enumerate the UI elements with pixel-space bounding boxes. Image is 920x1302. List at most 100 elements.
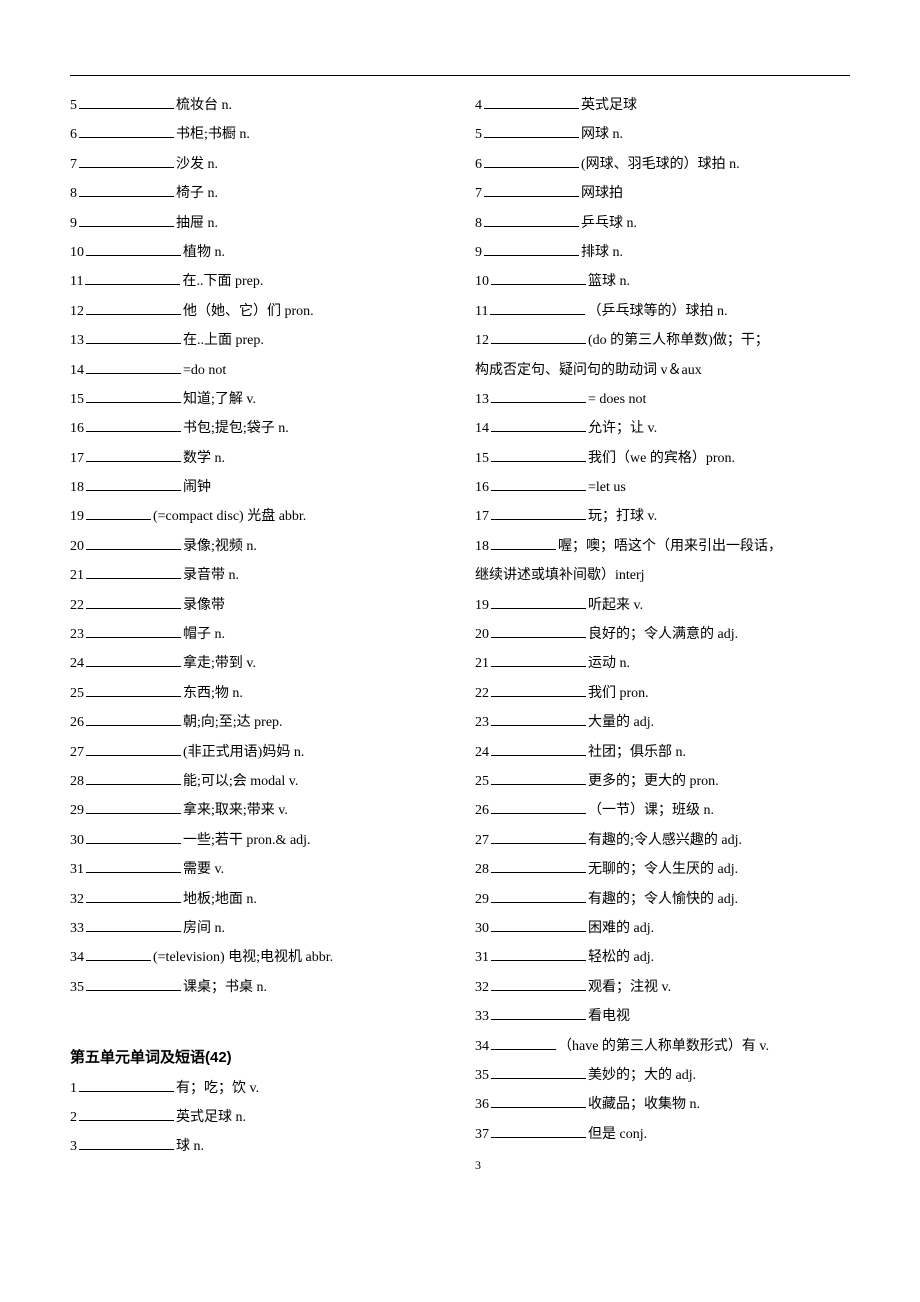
fill-blank [491,771,586,785]
entry-definition: 无聊的；令人生厌的 adj. [588,862,738,877]
entry-definition: 球 n. [176,1139,204,1154]
fill-blank [86,918,181,932]
entry-definition: 有趣的；令人愉快的 adj. [588,892,738,907]
entry-definition: 录音带 n. [183,568,239,583]
entry-number: 13 [475,385,489,414]
vocab-entry: 13= does not [475,385,850,414]
vocab-entry: 23大量的 adj. [475,708,850,737]
entry-definition: 书柜;书橱 n. [176,127,250,142]
entry-number: 34 [475,1032,489,1061]
vocab-entry: 18闹钟 [70,473,445,502]
entry-number: 15 [70,385,84,414]
vocab-entry: 27 (非正式用语)妈妈 n. [70,738,445,767]
entry-definition: (非正式用语)妈妈 n. [183,745,304,760]
vocab-entry: 32观看；注视 v. [475,973,850,1002]
vocab-entry: 10篮球 n. [475,267,850,296]
fill-blank [86,830,181,844]
vocab-entry: 14允许；让 v. [475,414,850,443]
fill-blank [491,712,586,726]
entry-definition: =do not [183,363,226,378]
vocab-entry: 7沙发 n. [70,150,445,179]
entry-number: 23 [475,708,489,737]
vocab-entry: 14=do not [70,356,445,385]
two-column-layout: 5梳妆台 n.6书柜;书橱 n.7沙发 n.8椅子 n.9抽屉 n.10植物 n… [70,91,850,1178]
entry-number: 25 [475,767,489,796]
entry-definition: 听起来 v. [588,598,643,613]
fill-blank [86,536,181,550]
entry-definition: 梳妆台 n. [176,98,232,113]
entry-number: 7 [70,150,77,179]
fill-blank [491,859,586,873]
entry-definition: (=compact disc) 光盘 abbr. [153,509,306,524]
entry-number: 19 [475,591,489,620]
entry-number: 29 [475,885,489,914]
entry-number: 7 [475,179,482,208]
vocab-entry: 21录音带 n. [70,561,445,590]
vocab-entry: 1有；吃；饮 v. [70,1074,445,1103]
entry-definition: 闹钟 [183,480,211,495]
fill-blank [491,1124,586,1138]
fill-blank [491,448,586,462]
entry-number: 28 [70,767,84,796]
entry-definition: （have 的第三人称单数形式）有 v. [558,1039,769,1054]
entry-number: 27 [70,738,84,767]
fill-blank [86,301,181,315]
vocab-entry: 11（乒乓球等的）球拍 n. [475,297,850,326]
vocab-entry: 34(=television) 电视;电视机 abbr. [70,943,445,972]
entry-definition: （一节）课；班级 n. [588,803,714,818]
vocab-entry: 6(网球、羽毛球的）球拍 n. [475,150,850,179]
entry-number: 8 [475,209,482,238]
fill-blank [86,859,181,873]
vocab-entry: 19(=compact disc) 光盘 abbr. [70,502,445,531]
fill-blank [491,977,586,991]
entry-definition: 数学 n. [183,451,225,466]
entry-number: 12 [475,326,489,355]
fill-blank [484,95,579,109]
vocab-entry: 17玩；打球 v. [475,502,850,531]
entry-definition: 帽子 n. [183,627,225,642]
fill-blank [85,271,180,285]
entry-number: 20 [70,532,84,561]
vocab-entry: 18喔；噢；唔这个（用来引出一段话， [475,532,850,561]
fill-blank [491,595,586,609]
entry-definition: 英式足球 n. [176,1110,246,1125]
fill-blank [79,95,174,109]
fill-blank [86,712,181,726]
entry-number: 9 [475,238,482,267]
entry-definition: 房间 n. [183,921,225,936]
entry-definition: 乒乓球 n. [581,216,637,231]
fill-blank [86,653,181,667]
entry-number: 5 [475,120,482,149]
left-entries: 5梳妆台 n.6书柜;书橱 n.7沙发 n.8椅子 n.9抽屉 n.10植物 n… [70,91,445,1002]
entry-number: 16 [70,414,84,443]
entry-definition: 网球 n. [581,127,623,142]
vocab-entry: 37但是 conj. [475,1120,850,1149]
fill-blank [491,330,586,344]
top-rule [70,75,850,76]
vocab-entry: 30困难的 adj. [475,914,850,943]
entry-number: 22 [70,591,84,620]
fill-blank [484,154,579,168]
entry-definition: 更多的；更大的 pron. [588,774,719,789]
vocab-entry: 8 乒乓球 n. [475,209,850,238]
vocab-entry: 26朝;向;至;达 prep. [70,708,445,737]
vocab-entry: 27有趣的;令人感兴趣的 adj. [475,826,850,855]
vocab-entry: 34 （have 的第三人称单数形式）有 v. [475,1032,850,1061]
fill-blank [491,800,586,814]
fill-blank [491,889,586,903]
fill-blank [86,330,181,344]
fill-blank [491,653,586,667]
vocab-entry: 15知道;了解 v. [70,385,445,414]
vocab-entry: 12他（她、它）们 pron. [70,297,445,326]
entry-definition: 朝;向;至;达 prep. [183,715,283,730]
fill-blank [86,742,181,756]
entry-number: 32 [475,973,489,1002]
entry-number: 15 [475,444,489,473]
entry-definition: 在..下面 prep. [182,274,263,289]
entry-number: 34 [70,943,84,972]
fill-blank [86,595,181,609]
entry-definition: 良好的；令人满意的 adj. [588,627,738,642]
fill-blank [79,1078,174,1092]
vocab-entry: 11在..下面 prep. [70,267,445,296]
entry-number: 31 [475,943,489,972]
